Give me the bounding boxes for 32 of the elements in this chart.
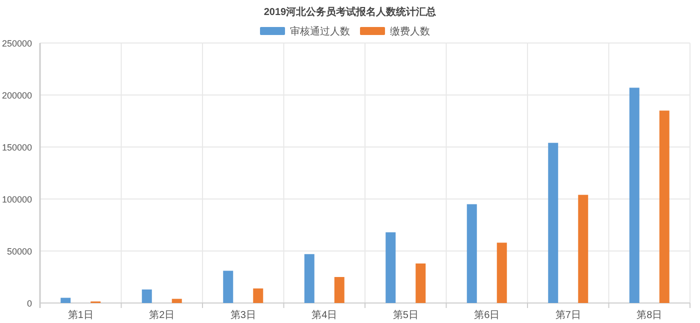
bar [60, 298, 71, 303]
bar [334, 277, 344, 303]
bar [496, 242, 507, 303]
bar [386, 232, 396, 303]
x-tick-label: 第4日 [312, 309, 338, 321]
x-tick-label: 第8日 [636, 309, 662, 321]
legend-label: 缴费人数 [390, 26, 430, 38]
bar [172, 298, 182, 303]
x-tick-label: 第3日 [230, 309, 256, 321]
y-tick-label: 200000 [2, 90, 32, 100]
bar [223, 270, 234, 303]
bar [142, 289, 152, 303]
bar [629, 88, 640, 303]
x-tick-label: 第7日 [555, 309, 581, 321]
x-tick-label: 第1日 [68, 309, 94, 321]
bar [466, 204, 477, 303]
bar [304, 254, 314, 303]
y-tick-label: 50000 [6, 246, 32, 256]
x-tick-label: 第5日 [392, 309, 418, 321]
legend-label: 审核通过人数 [290, 26, 350, 38]
x-tick-label: 第6日 [474, 309, 500, 321]
y-tick-label: 0 [26, 298, 32, 308]
bar [548, 142, 558, 303]
bar [578, 194, 588, 303]
y-tick-label: 150000 [2, 142, 32, 152]
y-tick-label: 250000 [2, 38, 32, 48]
bar [416, 263, 426, 303]
chart-title: 2019河北公务员考试报名人数统计汇总 [264, 6, 438, 18]
bar [253, 288, 264, 303]
y-tick-label: 100000 [2, 194, 32, 204]
x-tick-label: 第2日 [149, 309, 175, 321]
bar [659, 110, 670, 303]
